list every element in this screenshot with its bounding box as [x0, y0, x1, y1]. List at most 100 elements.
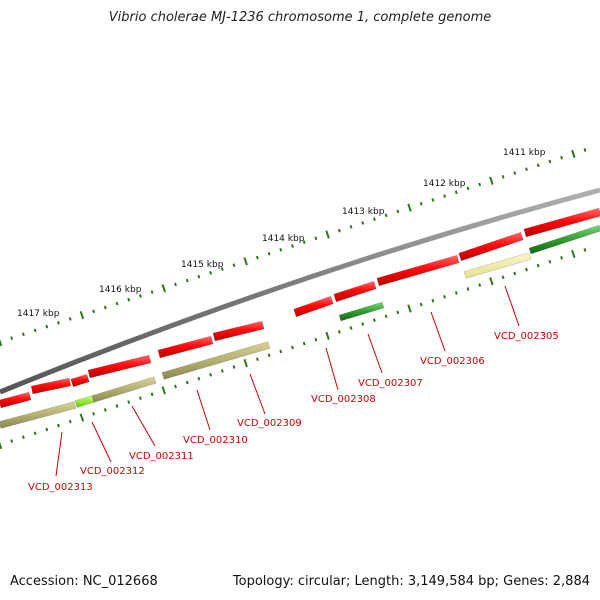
inner-minor-tick: [583, 248, 587, 252]
map-title: Vibrio cholerae MJ-1236 chromosome 1, co…: [108, 10, 492, 25]
inner-minor-tick: [103, 408, 107, 412]
outer-minor-tick: [127, 297, 131, 302]
inner-minor-tick: [349, 326, 353, 330]
gene-vcd-002305-arrow[interactable]: [523, 207, 600, 238]
inner-minor-tick: [302, 341, 306, 346]
leader-line-1: [430, 311, 446, 352]
leader-line-8: [55, 431, 63, 477]
outer-minor-tick: [68, 317, 72, 321]
gene-track: [0, 207, 600, 429]
outer-minor-tick: [92, 309, 96, 314]
gene-vcd-002313b-arrow[interactable]: [0, 391, 32, 409]
gene-label-vcd-002306[interactable]: VCD_002306: [420, 356, 485, 367]
leader-line-3: [325, 347, 339, 391]
inner-major-tick: [0, 441, 3, 450]
gene-reverse-olive-2-arrow[interactable]: [91, 376, 157, 403]
outer-major-tick: [407, 203, 412, 212]
gene-label-vcd-002309[interactable]: VCD_002309: [237, 418, 302, 429]
inner-minor-tick: [57, 423, 60, 428]
gene-vcd-002307b-arrow[interactable]: [333, 280, 377, 303]
inner-minor-tick: [45, 427, 49, 432]
inner-minor-tick: [255, 357, 259, 362]
outer-minor-tick: [501, 175, 505, 179]
outer-minor-tick: [454, 190, 458, 195]
genome-info-text: Topology: circular; Length: 3,149,584 bp…: [232, 574, 590, 589]
outer-major-tick: [489, 176, 494, 185]
inner-minor-tick: [197, 376, 201, 381]
gene-vcd-002308-arrow[interactable]: [293, 295, 334, 318]
leader-line-7: [91, 421, 112, 463]
outer-minor-tick: [21, 332, 25, 337]
leader-line-4: [249, 373, 266, 415]
outer-minor-tick: [279, 248, 283, 252]
inner-major-tick: [407, 304, 412, 313]
inner-minor-tick: [431, 298, 435, 303]
outer-minor-tick: [349, 224, 353, 229]
outer-minor-tick: [384, 213, 388, 218]
gene-label-vcd-002310[interactable]: VCD_002310: [183, 435, 248, 446]
gene-vcd-002312-lime-arrow[interactable]: [74, 395, 95, 408]
gene-vcd-002311-arrow[interactable]: [87, 354, 152, 379]
inner-minor-tick: [92, 411, 96, 416]
gene-label-vcd-002312[interactable]: VCD_002312: [80, 466, 145, 477]
scale-label-1415: 1415 kbp: [181, 260, 224, 270]
gene-reverse-olive-3-arrow[interactable]: [0, 401, 77, 429]
leader-line-5: [196, 389, 211, 431]
gene-label-vcd-002308[interactable]: VCD_002308: [311, 394, 376, 405]
outer-minor-tick: [431, 198, 435, 202]
outer-minor-tick: [583, 148, 587, 152]
gene-label-vcd-002307[interactable]: VCD_002307: [358, 378, 423, 389]
outer-major-tick: [243, 257, 248, 266]
outer-minor-tick: [174, 282, 177, 287]
gene-vcd-002306-arrow[interactable]: [458, 231, 524, 262]
outer-major-tick: [571, 149, 576, 158]
inner-major-tick: [243, 358, 248, 368]
outer-minor-tick: [10, 336, 14, 340]
inner-minor-tick: [443, 294, 447, 299]
outer-minor-tick: [443, 194, 447, 198]
inner-minor-tick: [279, 349, 283, 354]
inner-minor-tick: [361, 322, 365, 326]
scale-label-1412: 1412 kbp: [423, 179, 466, 189]
outer-minor-tick: [209, 271, 213, 275]
gene-vcd-002307-arrow[interactable]: [338, 301, 385, 322]
inner-minor-tick: [396, 310, 400, 315]
outer-major-tick: [0, 338, 3, 347]
gene-label-vcd-002311[interactable]: VCD_002311: [129, 451, 194, 462]
inner-minor-tick: [232, 365, 236, 369]
inner-minor-tick: [560, 255, 564, 260]
outer-minor-tick: [103, 305, 107, 310]
outer-minor-tick: [302, 240, 306, 244]
gene-reverse-pale-arrow[interactable]: [463, 252, 532, 279]
inner-minor-tick: [220, 369, 224, 373]
gene-reverse-green-arrow[interactable]: [528, 224, 600, 255]
inner-minor-tick: [501, 275, 505, 280]
gene-vcd-002312-arrow[interactable]: [70, 373, 90, 388]
inner-minor-tick: [337, 330, 341, 334]
inner-minor-tick: [10, 439, 14, 443]
outer-minor-tick: [513, 171, 517, 175]
gene-vcd-002310-arrow[interactable]: [157, 335, 214, 359]
gene-vcd-002309-arrow[interactable]: [212, 320, 265, 342]
outer-major-tick: [79, 311, 85, 320]
gene-vcd-002313-arrow[interactable]: [30, 377, 72, 395]
scale-label-1417: 1417 kbp: [17, 309, 60, 319]
inner-minor-tick: [115, 404, 119, 408]
leader-line-2: [367, 333, 383, 374]
outer-minor-tick: [197, 274, 201, 279]
outer-minor-tick: [267, 251, 271, 256]
inner-minor-tick: [291, 345, 294, 350]
accession-text: Accession: NC_012668: [10, 574, 158, 589]
outer-minor-tick: [372, 217, 376, 221]
inner-minor-tick: [372, 318, 376, 323]
outer-minor-tick: [185, 278, 189, 283]
gene-label-vcd-002305[interactable]: VCD_002305: [494, 331, 559, 342]
gene-vcd-002306b-arrow[interactable]: [376, 254, 460, 287]
gene-reverse-olive-1-arrow[interactable]: [161, 341, 271, 380]
gene-label-vcd-002313[interactable]: VCD_002313: [28, 482, 93, 493]
inner-minor-tick: [525, 267, 528, 272]
chromosome-backbone: [0, 187, 600, 395]
leader-line-0: [504, 285, 520, 327]
label-leader-lines: [55, 285, 520, 477]
